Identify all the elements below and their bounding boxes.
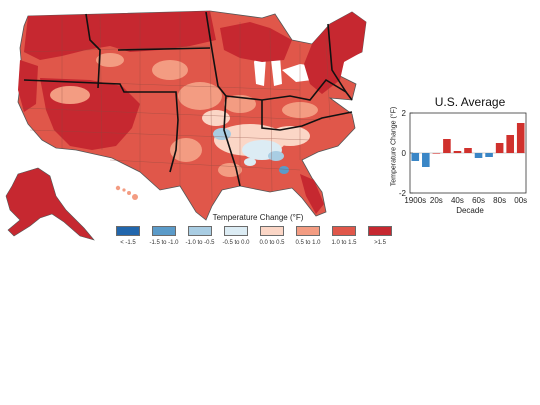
y-tick-label: 0 xyxy=(402,149,407,158)
bar-1910s xyxy=(422,153,430,167)
legend-swatch xyxy=(368,226,392,236)
region-cooling xyxy=(213,128,289,174)
us-average-chart: U.S. Average Temperature Change (°F) -2 0… xyxy=(380,95,530,217)
chart-title: U.S. Average xyxy=(434,95,506,109)
chart-plot-svg: -2 0 2 1900s 20s 40s 60s 80s 00s xyxy=(399,109,527,205)
x-tick-label: 00s xyxy=(514,196,527,205)
bar-1960s xyxy=(474,153,483,158)
legend-swatch xyxy=(188,226,212,236)
legend-swatch xyxy=(260,226,284,236)
legend-label: 1.0 to 1.5 xyxy=(331,240,357,246)
legend-swatch xyxy=(332,226,356,236)
bar-1940s xyxy=(453,151,462,153)
legend-label: >1.5 xyxy=(374,240,386,246)
legend-swatch xyxy=(152,226,176,236)
legend-swatch xyxy=(116,226,140,236)
legend-label: 0.5 to 1.0 xyxy=(295,240,321,246)
legend-title: Temperature Change (°F) xyxy=(212,213,304,222)
bar-1930s xyxy=(443,139,451,153)
x-tick-label: 40s xyxy=(451,196,464,205)
bar-1900s xyxy=(411,153,420,161)
legend-label: -1.0 to -0.5 xyxy=(185,240,215,246)
y-tick-label: -2 xyxy=(399,189,407,198)
legend-label: < -1.5 xyxy=(120,240,136,246)
alaska xyxy=(5,167,95,241)
x-tick-label: 1900s xyxy=(404,196,426,205)
bar-2000s xyxy=(516,123,525,153)
chart-x-axis-label: Decade xyxy=(456,206,484,215)
bar-1950s xyxy=(464,148,472,153)
legend-label: -1.5 to -1.0 xyxy=(149,240,179,246)
legend: Temperature Change (°F) < -1.5 -1.5 to -1… xyxy=(112,213,404,259)
y-tick-label: 2 xyxy=(402,109,407,118)
climate-region-borders xyxy=(23,11,353,187)
hawaii xyxy=(115,185,138,200)
bar-1990s xyxy=(506,135,514,153)
x-tick-label: 60s xyxy=(472,196,485,205)
legend-swatch xyxy=(296,226,320,236)
bar-1970s xyxy=(485,153,493,157)
legend-label: -0.5 to 0.0 xyxy=(222,240,250,246)
us-map-svg xyxy=(5,10,367,241)
x-tick-label: 20s xyxy=(430,196,443,205)
bar-1920s xyxy=(432,153,441,154)
legend-label: 0.0 to 0.5 xyxy=(259,240,285,246)
temperature-map xyxy=(0,0,370,250)
legend-swatch xyxy=(224,226,248,236)
bar-1980s xyxy=(495,143,504,153)
x-tick-label: 80s xyxy=(493,196,506,205)
